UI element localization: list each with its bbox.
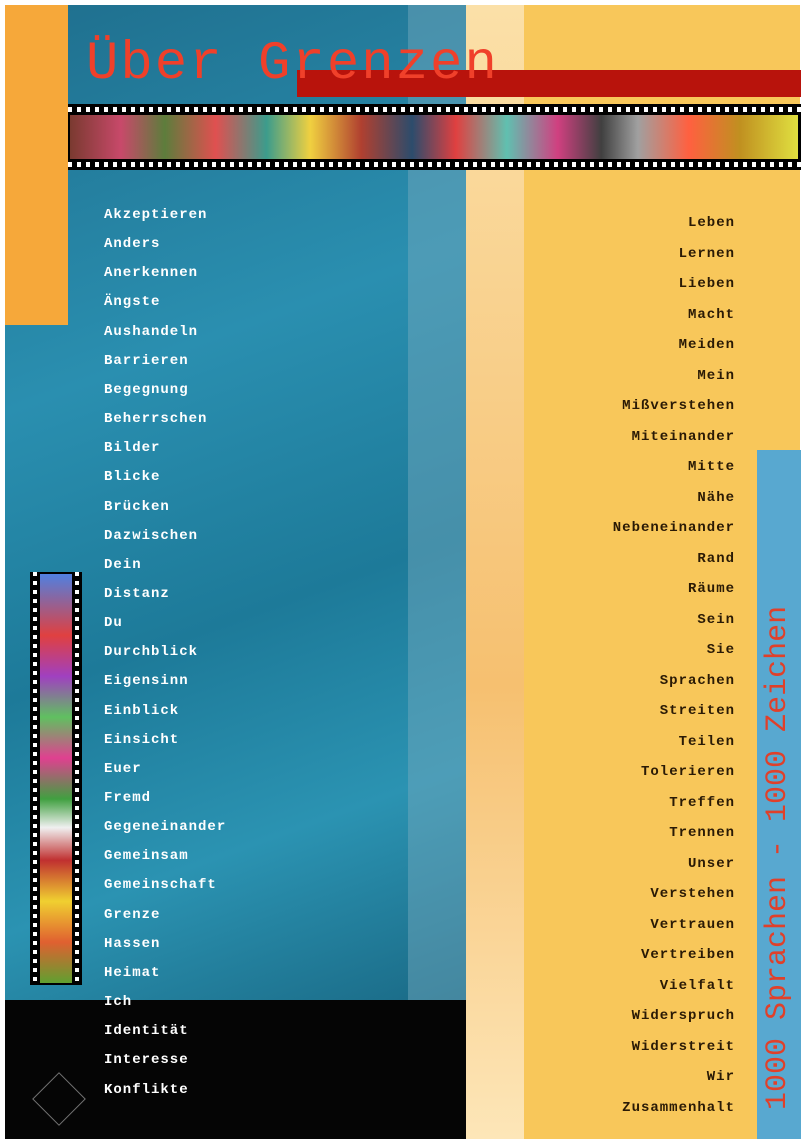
left-word: Interesse (104, 1052, 189, 1068)
left-word: Dein (104, 557, 142, 573)
left-word: Beherrschen (104, 411, 207, 427)
right-word: Wir (707, 1069, 735, 1085)
right-word: Macht (688, 307, 735, 323)
right-word: Mißverstehen (622, 398, 735, 414)
left-word: Du (104, 615, 123, 631)
film-strip (68, 104, 801, 170)
left-word: Barrieren (104, 353, 189, 369)
left-word: Gegeneinander (104, 819, 226, 835)
left-word: Blicke (104, 469, 160, 485)
left-word: Euer (104, 761, 142, 777)
left-word: Konflikte (104, 1082, 189, 1098)
right-word: Meiden (679, 337, 735, 353)
left-word: Identität (104, 1023, 189, 1039)
right-word: Nebeneinander (613, 520, 735, 536)
right-word: Miteinander (632, 429, 735, 445)
right-word: Widerstreit (632, 1039, 735, 1055)
right-word: Trennen (669, 825, 735, 841)
title: Über Grenzen (86, 34, 499, 95)
right-word: Widerspruch (632, 1008, 735, 1024)
right-word: Zusammenhalt (622, 1100, 735, 1116)
right-word: Mitte (688, 459, 735, 475)
left-word: Eigensinn (104, 673, 189, 689)
light-stripe (466, 5, 524, 1139)
left-word: Anerkennen (104, 265, 198, 281)
left-word: Brücken (104, 499, 170, 515)
left-word: Durchblick (104, 644, 198, 660)
left-word: Gemeinschaft (104, 877, 217, 893)
left-word: Einsicht (104, 732, 179, 748)
right-word: Treffen (669, 795, 735, 811)
orange-block (5, 5, 68, 325)
right-word: Vertrauen (650, 917, 735, 933)
left-word: Gemeinsam (104, 848, 189, 864)
left-word: Fremd (104, 790, 151, 806)
right-word: Streiten (660, 703, 735, 719)
side-title: 1000 Sprachen - 1000 Zeichen (761, 606, 795, 1110)
right-word: Leben (688, 215, 735, 231)
left-word: Begegnung (104, 382, 189, 398)
left-word: Heimat (104, 965, 160, 981)
left-word: Einblick (104, 703, 179, 719)
left-word: Bilder (104, 440, 160, 456)
left-word: Grenze (104, 907, 160, 923)
right-word: Sprachen (660, 673, 735, 689)
left-word: Dazwischen (104, 528, 198, 544)
right-word: Sie (707, 642, 735, 658)
right-word: Sein (697, 612, 735, 628)
right-word: Nähe (697, 490, 735, 506)
right-word: Verstehen (650, 886, 735, 902)
right-word: Lernen (679, 246, 735, 262)
right-word: Rand (697, 551, 735, 567)
right-word: Unser (688, 856, 735, 872)
black-band (5, 1000, 466, 1139)
left-word: Hassen (104, 936, 160, 952)
right-word: Teilen (679, 734, 735, 750)
right-word: Lieben (679, 276, 735, 292)
right-word: Mein (697, 368, 735, 384)
right-word: Räume (688, 581, 735, 597)
left-word: Ich (104, 994, 132, 1010)
vertical-film (30, 572, 82, 985)
left-word: Akzeptieren (104, 207, 207, 223)
left-word: Ängste (104, 294, 160, 310)
right-word: Vielfalt (660, 978, 735, 994)
left-word: Anders (104, 236, 160, 252)
poster: Über Grenzen 1000 Sprachen - 1000 Zeiche… (0, 0, 801, 1139)
right-word: Tolerieren (641, 764, 735, 780)
left-word: Aushandeln (104, 324, 198, 340)
left-word: Distanz (104, 586, 170, 602)
right-word: Vertreiben (641, 947, 735, 963)
